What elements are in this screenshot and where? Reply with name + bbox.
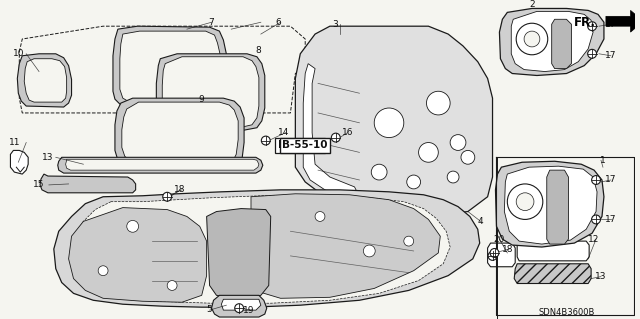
Circle shape bbox=[516, 193, 534, 211]
Text: 17: 17 bbox=[605, 215, 616, 224]
Polygon shape bbox=[517, 241, 589, 261]
Circle shape bbox=[447, 171, 459, 183]
Circle shape bbox=[588, 49, 596, 58]
Polygon shape bbox=[68, 208, 207, 302]
Polygon shape bbox=[113, 26, 227, 107]
Polygon shape bbox=[10, 151, 28, 174]
Circle shape bbox=[98, 266, 108, 276]
Text: B-55-10: B-55-10 bbox=[282, 140, 328, 151]
Circle shape bbox=[461, 151, 475, 164]
Polygon shape bbox=[221, 299, 261, 310]
Polygon shape bbox=[156, 54, 265, 131]
Text: 8: 8 bbox=[255, 46, 260, 55]
Polygon shape bbox=[70, 196, 450, 303]
Circle shape bbox=[426, 91, 450, 115]
Circle shape bbox=[407, 175, 420, 189]
Text: 17: 17 bbox=[605, 20, 616, 29]
Polygon shape bbox=[547, 170, 568, 244]
Circle shape bbox=[490, 249, 499, 257]
Circle shape bbox=[419, 143, 438, 162]
Text: 20: 20 bbox=[493, 235, 505, 244]
Circle shape bbox=[488, 251, 497, 260]
Circle shape bbox=[167, 280, 177, 290]
Polygon shape bbox=[495, 161, 604, 247]
Polygon shape bbox=[488, 243, 515, 267]
Circle shape bbox=[450, 135, 466, 151]
Polygon shape bbox=[212, 295, 267, 317]
Text: 13: 13 bbox=[42, 153, 54, 162]
Text: 11: 11 bbox=[8, 138, 20, 147]
Polygon shape bbox=[66, 159, 259, 170]
Polygon shape bbox=[122, 102, 238, 165]
Text: 5: 5 bbox=[207, 305, 212, 314]
Text: SDN4B3600B: SDN4B3600B bbox=[538, 308, 595, 316]
Text: 4: 4 bbox=[478, 217, 483, 226]
Circle shape bbox=[364, 245, 375, 257]
Text: 10: 10 bbox=[13, 49, 24, 58]
Polygon shape bbox=[54, 190, 480, 307]
Polygon shape bbox=[17, 54, 72, 107]
Text: 13: 13 bbox=[595, 272, 607, 281]
Circle shape bbox=[591, 215, 600, 224]
Polygon shape bbox=[504, 166, 597, 244]
Circle shape bbox=[315, 211, 325, 221]
Polygon shape bbox=[24, 59, 67, 102]
Text: FR.: FR. bbox=[574, 16, 596, 29]
Circle shape bbox=[374, 108, 404, 137]
Text: 6: 6 bbox=[276, 18, 282, 27]
Circle shape bbox=[524, 31, 540, 47]
Text: 3: 3 bbox=[332, 20, 338, 29]
Text: 17: 17 bbox=[605, 51, 616, 60]
Polygon shape bbox=[163, 57, 259, 128]
Polygon shape bbox=[207, 209, 271, 298]
Text: 18: 18 bbox=[502, 244, 513, 254]
Polygon shape bbox=[40, 174, 136, 193]
Circle shape bbox=[261, 136, 270, 145]
Circle shape bbox=[371, 164, 387, 180]
Polygon shape bbox=[606, 11, 640, 32]
Text: 9: 9 bbox=[199, 95, 205, 104]
Polygon shape bbox=[511, 11, 593, 71]
Polygon shape bbox=[115, 98, 244, 170]
Text: 7: 7 bbox=[209, 18, 214, 27]
Text: 17: 17 bbox=[605, 175, 616, 184]
Text: 15: 15 bbox=[33, 181, 45, 189]
Polygon shape bbox=[303, 64, 360, 202]
Text: 12: 12 bbox=[588, 235, 600, 244]
Text: 2: 2 bbox=[529, 0, 535, 9]
Circle shape bbox=[235, 304, 244, 313]
Circle shape bbox=[591, 175, 600, 184]
Circle shape bbox=[508, 184, 543, 219]
Text: 16: 16 bbox=[342, 128, 353, 137]
Polygon shape bbox=[499, 8, 604, 76]
Polygon shape bbox=[295, 26, 493, 217]
Polygon shape bbox=[552, 19, 572, 69]
Text: 14: 14 bbox=[278, 128, 289, 137]
Circle shape bbox=[404, 236, 413, 246]
Polygon shape bbox=[120, 31, 220, 104]
Circle shape bbox=[516, 23, 548, 55]
Polygon shape bbox=[514, 264, 591, 284]
Text: B-55-10: B-55-10 bbox=[278, 140, 323, 151]
Circle shape bbox=[332, 133, 340, 142]
Polygon shape bbox=[251, 194, 440, 298]
Circle shape bbox=[163, 192, 172, 201]
Circle shape bbox=[588, 22, 596, 31]
Polygon shape bbox=[58, 157, 263, 173]
Text: 18: 18 bbox=[174, 185, 186, 194]
Text: 19: 19 bbox=[243, 306, 255, 315]
Text: 1: 1 bbox=[600, 156, 606, 165]
Circle shape bbox=[127, 220, 139, 232]
